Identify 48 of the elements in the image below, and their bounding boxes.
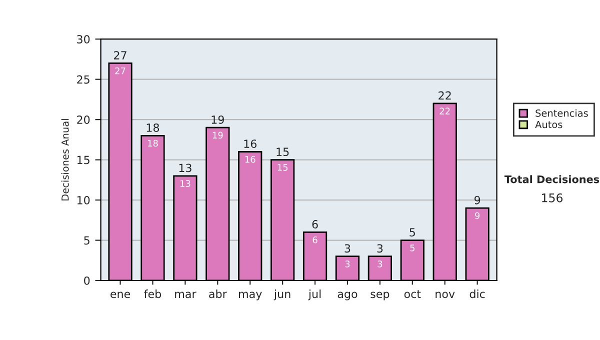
y-tick-label: 20 <box>77 116 90 124</box>
x-tick-label: abr <box>209 290 227 298</box>
text: 156 <box>542 193 563 202</box>
total-label: 13 <box>179 164 192 172</box>
x-tick-label: nov <box>436 292 455 298</box>
data-label: 13 <box>180 180 190 187</box>
total-label: 6 <box>312 220 318 228</box>
y-tick-label: 5 <box>84 236 90 245</box>
total-label: 9 <box>474 196 480 204</box>
data-label: 3 <box>345 260 350 268</box>
data-label: 27 <box>115 67 126 74</box>
total-label: 22 <box>438 91 451 100</box>
data-label: 18 <box>148 140 158 147</box>
total-label: 27 <box>114 51 126 60</box>
x-tick-label: ago <box>338 292 358 300</box>
total-label: 19 <box>212 115 224 124</box>
total-label: 3 <box>344 244 350 253</box>
data-label: 3 <box>378 260 382 268</box>
data-label: 15 <box>278 164 288 171</box>
total-label: 15 <box>276 148 289 156</box>
x-tick-label: jun <box>274 290 290 300</box>
y-tick-label: 15 <box>77 156 90 164</box>
text: Total Decisiones <box>504 175 600 184</box>
total-label: 3 <box>377 244 383 253</box>
legend-label: Sentencias <box>536 109 588 117</box>
x-tick-label: mar <box>175 292 196 298</box>
data-label: 16 <box>245 156 256 163</box>
data-label: 6 <box>312 236 318 244</box>
total-label: 5 <box>410 228 415 237</box>
x-tick-label: dic <box>470 290 485 298</box>
total-label: 16 <box>244 140 256 148</box>
y-tick-label: 25 <box>77 75 90 84</box>
y-tick-label: 0 <box>84 276 90 285</box>
x-tick-label: jul <box>308 290 321 300</box>
x-tick-label: ene <box>110 292 130 298</box>
data-label: 19 <box>212 132 223 139</box>
total-label: 18 <box>146 123 160 132</box>
y-tick-label: 30 <box>77 35 90 44</box>
x-tick-label: feb <box>144 290 162 298</box>
x-tick-label: may <box>239 292 262 300</box>
data-label: 9 <box>475 212 480 220</box>
y-tick-label: 10 <box>77 196 90 204</box>
y-axis-title: Decisiones Anual <box>61 119 69 200</box>
x-tick-label: oct <box>404 290 421 298</box>
x-tick-label: sep <box>370 292 390 300</box>
data-label: 22 <box>440 108 450 114</box>
data-label: 5 <box>410 244 414 252</box>
legend-label: Autos <box>535 120 562 128</box>
